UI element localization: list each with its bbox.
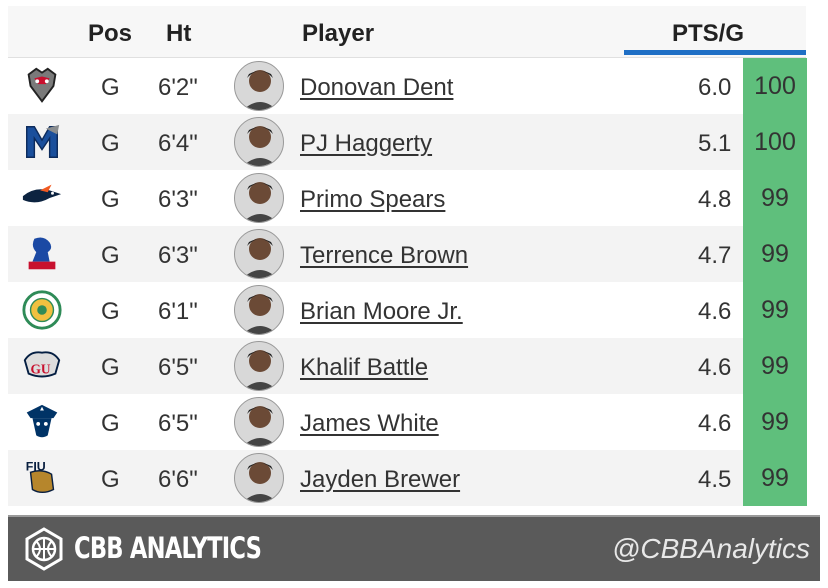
footer-banner: CBB ANALYTICS @CBBAnalytics [8, 515, 820, 581]
player-name-link[interactable]: James White [300, 410, 439, 437]
player-name-link[interactable]: PJ Haggerty [300, 130, 433, 157]
table-row: G 6'2" Donovan Dent 6.0 100 [8, 58, 807, 114]
position-cell: G [101, 410, 120, 437]
svg-text:FIU: FIU [26, 459, 46, 473]
new-orleans-privateers-logo[interactable] [20, 401, 64, 443]
header-pos[interactable]: Pos [88, 20, 133, 47]
table-row: FIU G 6'6" Jayden Brewer 4.5 99 [8, 450, 807, 506]
player-headshot [234, 229, 284, 279]
player-name-link[interactable]: Brian Moore Jr. [300, 298, 463, 325]
header-ht[interactable]: Ht [166, 20, 192, 47]
brand-name: CBB ANALYTICS [74, 531, 262, 565]
cbb-basketball-icon [25, 527, 63, 571]
percentile-cell: 99 [743, 170, 807, 226]
svg-text:GU: GU [31, 362, 51, 377]
player-headshot [234, 173, 284, 223]
height-cell: 6'3" [158, 242, 198, 269]
height-cell: 6'5" [158, 410, 198, 437]
percentile-cell: 100 [743, 114, 807, 170]
new-mexico-lobo-logo[interactable] [20, 65, 64, 107]
percentile-cell: 99 [743, 450, 807, 506]
player-headshot [234, 453, 284, 503]
norfolk-state-seal-logo[interactable] [20, 289, 64, 331]
player-headshot [234, 285, 284, 335]
player-name-link[interactable]: Jayden Brewer [300, 466, 461, 493]
table-row: GU G 6'5" Khalif Battle 4.6 99 [8, 338, 807, 394]
pts-per-game-cell: 4.6 [698, 410, 732, 437]
table-row: G 6'1" Brian Moore Jr. 4.6 99 [8, 282, 807, 338]
player-headshot [234, 117, 284, 167]
header-player[interactable]: Player [302, 20, 375, 47]
height-cell: 6'1" [158, 298, 198, 325]
header-pts-per-game[interactable]: PTS/G [672, 20, 745, 47]
player-name-link[interactable]: Terrence Brown [300, 242, 469, 269]
gonzaga-bulldogs-logo[interactable]: GU [20, 345, 64, 387]
table-header: Pos Ht Player PTS/G [8, 6, 806, 58]
fiu-panthers-logo[interactable]: FIU [20, 457, 64, 499]
position-cell: G [101, 466, 120, 493]
percentile-cell: 100 [743, 58, 807, 114]
table-body: G 6'2" Donovan Dent 6.0 100 G 6'4" PJ Ha… [8, 58, 807, 506]
position-cell: G [101, 74, 120, 101]
pts-per-game-cell: 4.7 [698, 242, 732, 269]
player-headshot [234, 61, 284, 111]
memphis-tigers-logo[interactable] [20, 121, 64, 163]
height-cell: 6'5" [158, 354, 198, 381]
pts-per-game-cell: 5.1 [698, 130, 732, 157]
percentile-cell: 99 [743, 338, 807, 394]
utsa-roadrunners-logo[interactable] [20, 177, 64, 219]
player-headshot [234, 397, 284, 447]
player-name-link[interactable]: Donovan Dent [300, 74, 454, 101]
percentile-cell: 99 [743, 394, 807, 450]
table-row: G 6'3" Terrence Brown 4.7 99 [8, 226, 807, 282]
position-cell: G [101, 186, 120, 213]
sort-indicator [624, 50, 806, 55]
table-row: G 6'4" PJ Haggerty 5.1 100 [8, 114, 807, 170]
table-row: G 6'3" Primo Spears 4.8 99 [8, 170, 807, 226]
height-cell: 6'2" [158, 74, 198, 101]
position-cell: G [101, 242, 120, 269]
percentile-cell: 99 [743, 282, 807, 338]
central-connecticut-knights-logo[interactable] [20, 233, 64, 275]
social-handle: @CBBAnalytics [611, 533, 810, 564]
pts-per-game-cell: 4.8 [698, 186, 732, 213]
pts-per-game-cell: 6.0 [698, 74, 732, 101]
position-cell: G [101, 298, 120, 325]
pts-per-game-cell: 4.5 [698, 466, 732, 493]
height-cell: 6'4" [158, 130, 198, 157]
height-cell: 6'6" [158, 466, 198, 493]
player-name-link[interactable]: Primo Spears [300, 186, 446, 213]
pts-per-game-cell: 4.6 [698, 298, 732, 325]
player-headshot [234, 341, 284, 391]
position-cell: G [101, 130, 120, 157]
percentile-cell: 99 [743, 226, 807, 282]
position-cell: G [101, 354, 120, 381]
height-cell: 6'3" [158, 186, 198, 213]
table-row: G 6'5" James White 4.6 99 [8, 394, 807, 450]
player-name-link[interactable]: Khalif Battle [300, 354, 429, 381]
stats-table: Pos Ht Player PTS/G G 6'2" Donovan Dent … [8, 6, 807, 506]
pts-per-game-cell: 4.6 [698, 354, 732, 381]
